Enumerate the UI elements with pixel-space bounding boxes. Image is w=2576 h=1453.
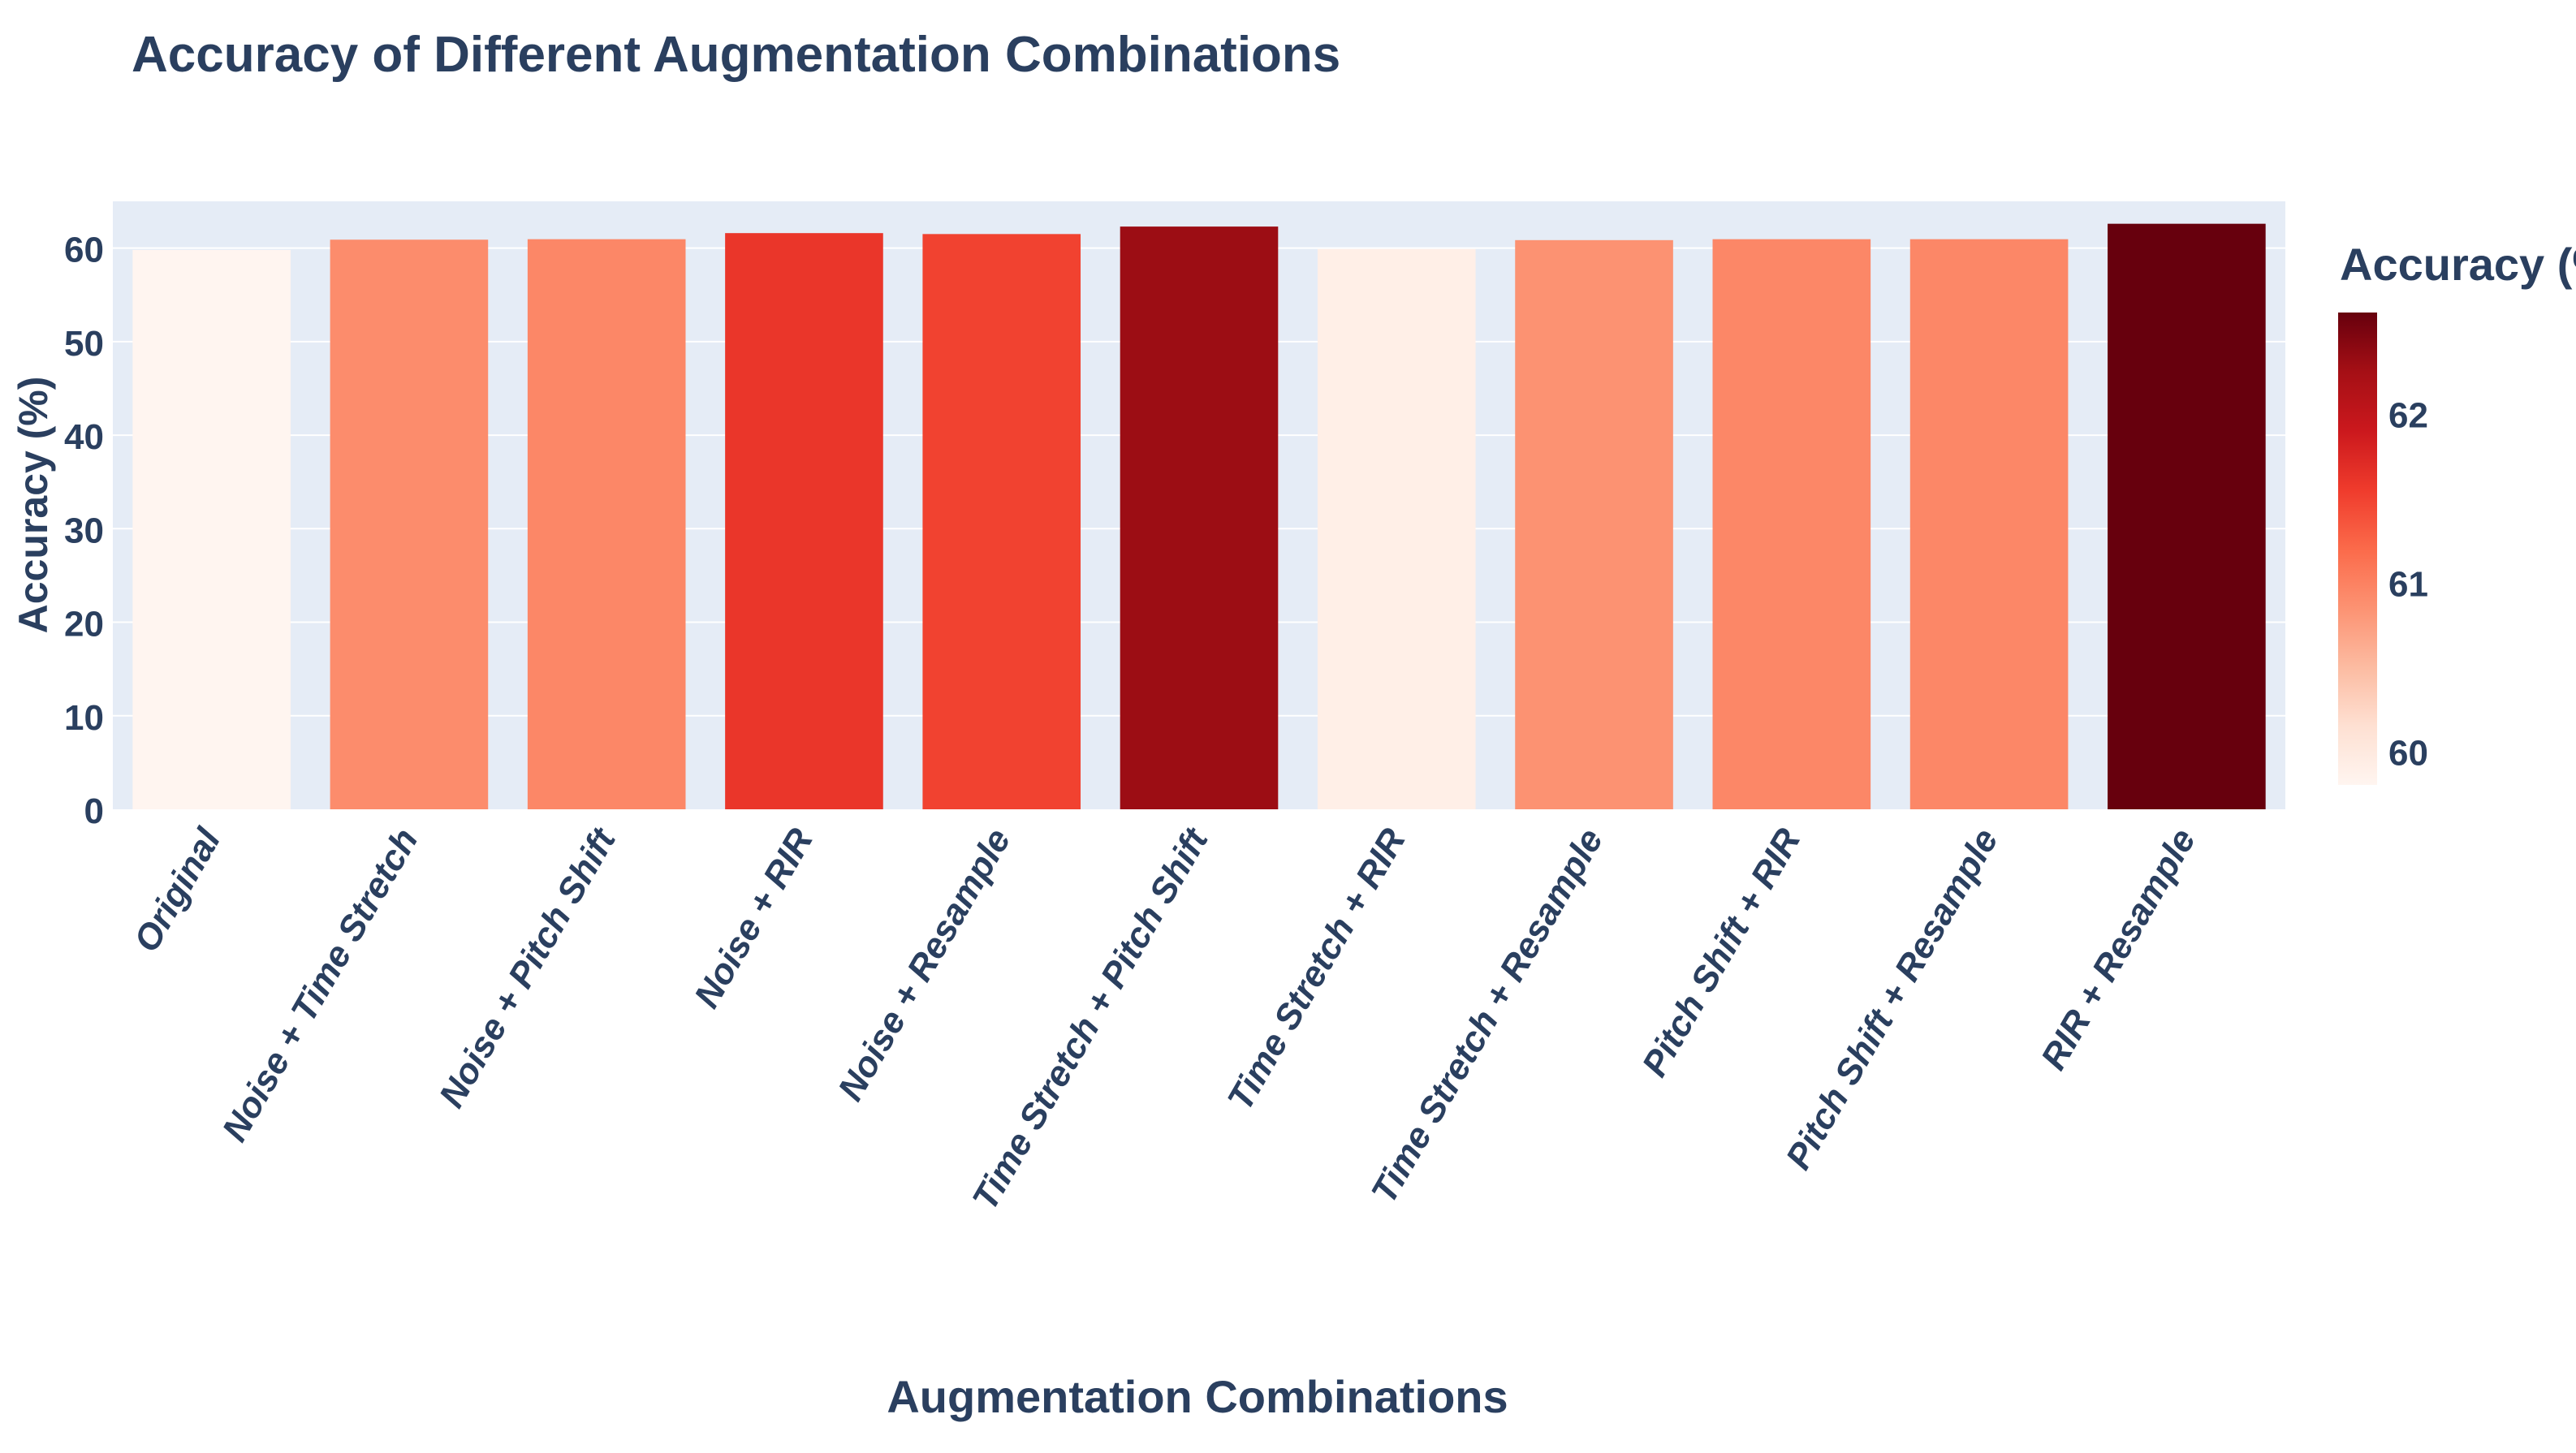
bar <box>1515 239 1673 809</box>
x-axis-title: Augmentation Combinations <box>887 1371 1508 1422</box>
bar <box>1712 239 1871 809</box>
colorbar-ticks: 60 61 62 <box>2388 396 2428 774</box>
y-tick-label: 40 <box>64 417 104 457</box>
bar <box>922 234 1081 809</box>
bar <box>2108 223 2266 809</box>
x-tick-label: Noise + Resample <box>831 822 1018 1108</box>
bar <box>1120 226 1279 809</box>
bar <box>527 239 686 809</box>
y-tick-label: 30 <box>64 511 104 550</box>
y-axis-title: Accuracy (%) <box>11 377 56 634</box>
y-tick-label: 60 <box>64 231 104 270</box>
colorbar-tick-label: 62 <box>2388 396 2428 436</box>
x-tick-label: Noise + RIR <box>687 821 821 1015</box>
x-tick-label: Time Stretch + Resample <box>1364 822 1611 1210</box>
colorbar <box>2338 313 2377 785</box>
y-axis-ticks: 0 10 20 30 40 50 60 <box>64 231 104 831</box>
y-tick-label: 20 <box>64 605 104 645</box>
chart-title: Accuracy of Different Augmentation Combi… <box>132 27 1340 83</box>
x-tick-label: Time Stretch + Pitch Shift <box>965 820 1217 1216</box>
colorbar-tick-label: 61 <box>2388 565 2428 605</box>
y-tick-label: 0 <box>84 791 104 831</box>
x-tick-label: Pitch Shift + RIR <box>1634 821 1808 1083</box>
colorbar-tick-label: 60 <box>2388 733 2428 773</box>
bar <box>330 239 489 809</box>
bars <box>132 223 2266 809</box>
y-tick-label: 50 <box>64 324 104 364</box>
bar <box>725 233 883 809</box>
x-tick-label: Noise + Pitch Shift <box>432 820 624 1114</box>
x-tick-label: Noise + Time Stretch <box>214 822 425 1149</box>
colorbar-title: Accuracy (%) <box>2340 239 2576 290</box>
y-tick-label: 10 <box>64 698 104 738</box>
x-tick-label: Time Stretch + RIR <box>1220 821 1413 1117</box>
bar <box>1317 248 1476 809</box>
bar <box>132 249 291 809</box>
x-tick-label: Pitch Shift + Resample <box>1779 822 2006 1176</box>
bar <box>1909 239 2069 809</box>
x-tick-label: Original <box>127 821 229 959</box>
x-tick-label: RIR + Resample <box>2034 822 2203 1077</box>
